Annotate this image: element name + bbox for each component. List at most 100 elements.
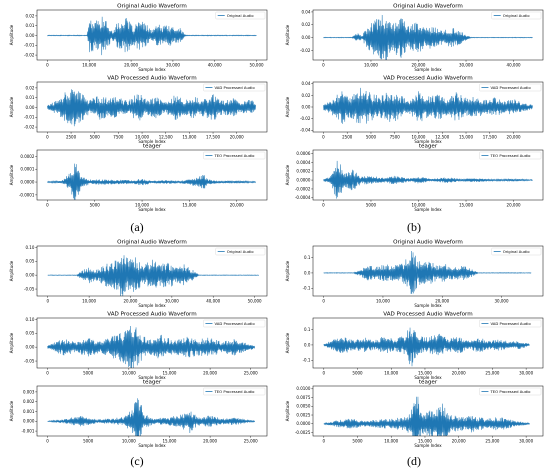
x-tick-label: 5000 [366, 134, 377, 139]
y-tick-label: 0.0 [304, 270, 311, 275]
waveform-line [323, 396, 530, 436]
subplot-title: teager [419, 380, 438, 386]
x-tick-label: 0 [46, 134, 49, 139]
x-tick-label: 7500 [390, 134, 401, 139]
x-tick-label: 50,000 [250, 62, 264, 67]
x-tick-label: 5000 [83, 370, 94, 375]
x-tick-label: 12,500 [435, 134, 449, 139]
y-tick-label: 0.003 [23, 389, 35, 394]
axes-frame [312, 317, 544, 369]
waveform-line [47, 255, 259, 296]
y-tick-label: 0.01 [25, 23, 34, 28]
legend: Original Audio [215, 11, 266, 20]
y-tick-label: 0.1 [304, 255, 311, 260]
x-tick-label: 0 [46, 202, 49, 207]
y-tick-label: 0.00 [25, 33, 34, 38]
legend-label: VAD Processed Audio [214, 85, 255, 90]
waveform-line [323, 160, 533, 199]
x-tick-label: 10,000 [135, 134, 149, 139]
x-tick-label: 15,000 [459, 202, 473, 207]
legend: Original Audio [491, 247, 542, 256]
x-tick-label: 5000 [90, 134, 101, 139]
legend-label: VAD Processed Audio [490, 321, 531, 326]
subplot-title: VAD Processed Audio Waveform [107, 76, 196, 82]
x-axis-label: Sample Index [414, 139, 442, 144]
x-tick-label: 15,000 [418, 370, 432, 375]
y-tick-label: 0.01 [25, 95, 34, 100]
legend-label: TEO Processed Audio [213, 153, 255, 158]
x-tick-label: 10,000 [411, 202, 425, 207]
y-axis-label: Amplitude [9, 400, 14, 421]
legend: VAD Processed Audio [479, 83, 542, 92]
legend: TEO Processed Audio [479, 387, 542, 396]
legend: Original Audio [215, 247, 266, 256]
y-tick-label: 0.0050 [296, 404, 310, 409]
x-tick-label: 25,000 [485, 438, 499, 443]
x-tick-label: 20,000 [435, 298, 449, 303]
x-tick-label: 30,000 [495, 298, 509, 303]
x-tick-label: 0 [323, 438, 326, 443]
subplot: Original Audio Waveform 0 10,000 20,000 30,0… [9, 240, 268, 308]
subplot-title: Original Audio Waveform [393, 4, 463, 10]
legend-box [479, 319, 542, 328]
x-tick-label: 0 [46, 298, 49, 303]
waveform-line [47, 398, 256, 436]
x-tick-label: 0 [322, 134, 325, 139]
x-tick-label: 10,000 [82, 62, 96, 67]
y-tick-label: 0.0075 [296, 395, 310, 400]
x-tick-label: 10,000 [82, 298, 96, 303]
subplots-layer: Original Audio Waveform 0 10,000 20,000 30,0… [9, 4, 544, 448]
subplot: VAD Processed Audio Waveform 0 2500 5000 750… [285, 76, 544, 144]
x-tick-label: 15,000 [162, 438, 176, 443]
x-tick-label: 5000 [90, 202, 101, 207]
legend: TEO Processed Audio [479, 151, 542, 160]
y-axis-label: Amplitude [9, 332, 14, 353]
subplot-title: teager [143, 144, 162, 150]
x-tick-label: 10,000 [384, 438, 398, 443]
x-tick-label: 2500 [66, 134, 77, 139]
legend-box [491, 11, 542, 20]
panel-caption-d: (d) [407, 454, 421, 468]
axes-frame [36, 9, 268, 61]
subplot: VAD Processed Audio Waveform 0 5000 10,000 1… [9, 312, 268, 380]
legend-box [491, 247, 542, 256]
y-tick-label: 0.10 [25, 317, 34, 322]
y-axis-label: Amplitude [285, 332, 290, 353]
x-tick-label: 10,000 [384, 370, 398, 375]
axes-frame [36, 81, 268, 133]
waveform-line [47, 163, 256, 200]
y-tick-label: -0.05 [24, 358, 35, 363]
y-axis-label: Amplitude [9, 260, 14, 281]
waveform-line [323, 327, 530, 367]
subplot-title: Original Audio Waveform [117, 4, 187, 10]
x-tick-label: 0 [46, 370, 49, 375]
subplot: teager 0 5000 10,000 15,000 20,000 25,000 -0.00… [9, 380, 268, 448]
y-axis-label: Amplitude [9, 164, 14, 185]
y-axis-label: Amplitude [285, 260, 290, 281]
axes-frame [36, 245, 268, 297]
y-tick-label: 0.000 [23, 419, 35, 424]
legend-label: TEO Processed Audio [213, 389, 255, 394]
x-tick-label: 15,000 [182, 202, 196, 207]
x-tick-label: 7500 [113, 134, 124, 139]
y-tick-label: 0.0004 [296, 160, 310, 165]
x-axis-label: Sample Index [414, 207, 442, 212]
x-tick-label: 20,000 [124, 62, 138, 67]
y-tick-label: 0.00 [301, 35, 310, 40]
axes-frame [36, 385, 268, 437]
x-tick-label: 0 [46, 62, 49, 67]
legend-label: Original Audio [227, 249, 255, 254]
x-tick-label: 17,500 [483, 134, 497, 139]
axes-frame [312, 245, 544, 297]
subplot: Original Audio Waveform 0 10,000 20,000 30,0… [285, 240, 544, 308]
x-tick-label: 40,000 [206, 298, 220, 303]
x-tick-label: 17,500 [206, 134, 220, 139]
x-tick-label: 10,000 [122, 438, 136, 443]
x-tick-label: 20,000 [230, 202, 244, 207]
legend-box [215, 247, 266, 256]
panel-caption-c: (c) [130, 454, 143, 468]
y-tick-label: 0.0000 [20, 179, 34, 184]
legend-label: VAD Processed Audio [214, 321, 255, 326]
subplot: teager 0 5000 10,000 15,000 20,000 -0.0004 -0.0… [285, 144, 544, 212]
x-tick-label: 5000 [352, 438, 363, 443]
